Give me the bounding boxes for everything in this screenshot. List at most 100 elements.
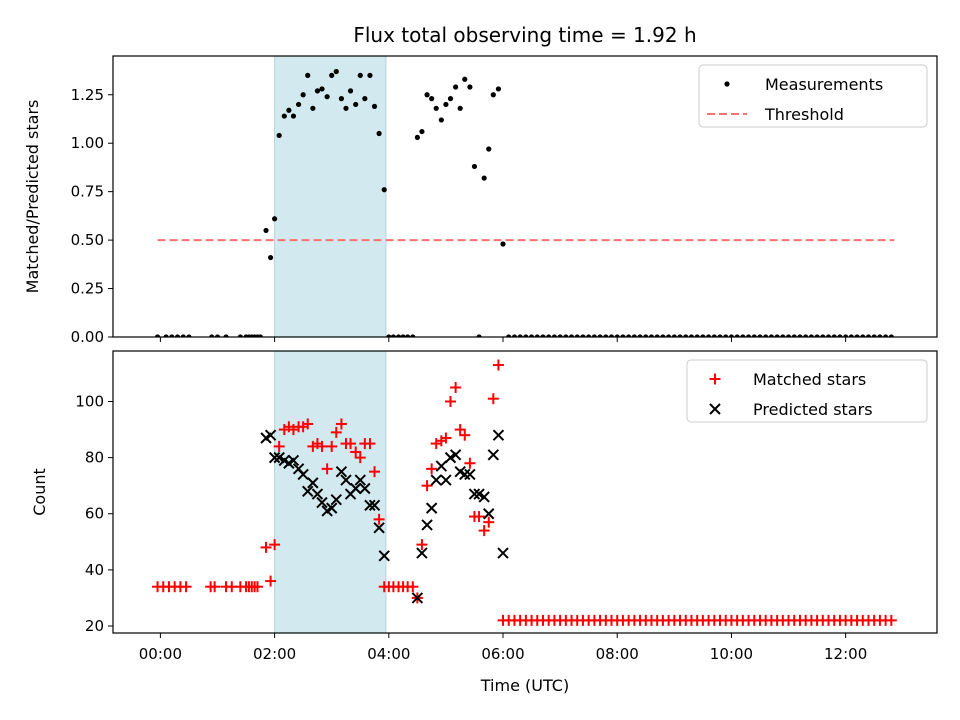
measurement-point [290,113,297,119]
measurement-point [333,68,339,75]
measurement-point [457,105,463,111]
predicted-stars-marker-b [421,519,433,531]
predicted-stars-marker-b [335,465,348,478]
x-tick-label: 08:00 [596,645,639,663]
y-tick-label: 80 [85,449,104,467]
predicted-stars-marker-b [325,502,338,514]
measurement-point [551,334,558,337]
measurement-point [506,334,512,337]
measurement-point [568,334,575,337]
predicted-stars-marker-b [264,429,277,441]
x-tick-label: 00:00 [139,645,182,663]
predicted-stars-marker-b [440,474,452,486]
measurement-point [500,241,506,247]
predicted-stars-marker-b [478,491,490,503]
y-tick-label: 100 [75,393,104,411]
measurement-point [854,334,860,337]
predicted-stars-marker-b [430,474,442,486]
measurement-point [848,334,854,337]
measurement-point [154,334,161,337]
measurement-point [803,334,809,337]
axes-frame [112,350,938,634]
plot-area [154,68,895,337]
measurement-point [808,334,814,337]
predicted-stars-marker-b [454,465,466,478]
predicted-stars-marker-b [425,502,438,514]
measurement-point [362,96,368,102]
measurement-point [763,334,769,337]
predicted-stars-marker-b [359,482,371,495]
predicted-stars-marker-b [368,499,381,512]
measurement-point [305,72,311,78]
measurement-point [443,101,449,108]
chart-title: Flux total observing time = 1.92 h [353,23,696,47]
measurement-point [257,334,263,337]
predicted-stars-marker-b [468,488,481,500]
measurement-point [717,334,723,337]
measurement-point [186,334,192,337]
measurement-point [814,334,820,337]
measurement-ratio-panel: 0.00 0.25 0.50 0.75 1.00 1.25 Matched/Predicte… [23,55,938,346]
measurement-point [319,86,325,92]
measurement-point [637,334,643,337]
measurement-point [711,334,717,337]
measurement-point [338,96,345,102]
predicted-stars-marker-b [411,592,424,604]
measurement-point [591,334,597,337]
y-axis-label: Count [30,468,49,516]
measurement-point [433,105,439,111]
measurement-point [429,96,435,102]
predicted-stars-marker-b [416,547,428,559]
measurement-point [371,103,378,109]
measurement-point [310,105,316,111]
measurement-point [654,334,660,337]
measurement-point [705,334,712,337]
measurement-point [462,76,468,82]
measurement-point [597,334,603,337]
predicted-stars-marker-b [307,477,319,489]
measurement-point [386,334,392,337]
measurement-point [381,187,387,193]
measurement-point [626,334,632,337]
y-tick-label: 1.25 [71,86,104,104]
measurement-point [476,334,482,337]
measurement-point [467,84,473,90]
measurement-point [574,334,580,337]
measurement-point [831,334,837,337]
measurement-point [329,72,335,78]
predicted-stars-marker-b [268,451,281,464]
measurement-point [563,334,569,337]
predicted-stars-marker-b [330,494,342,506]
x-tick-label: 06:00 [481,645,524,663]
measurement-point [780,334,786,337]
measurement-point [603,334,609,337]
observing-window-span [274,55,387,338]
predicted-stars-marker-b [487,449,500,461]
measurement-point [820,334,826,337]
measurement-point [877,334,883,337]
measurement-point [797,334,803,337]
predicted-stars-marker-b [449,449,462,461]
measurement-point [414,134,420,140]
predicted-stars-marker-b [364,499,376,512]
legend-label: Threshold [764,105,844,124]
measurement-point [223,334,229,337]
legend-box [698,64,928,128]
predicted-stars-marker-b [340,474,352,486]
measurement-point [263,227,269,234]
measurement-point [757,334,763,337]
measurement-point [837,334,843,337]
y-tick-label: 20 [85,617,104,635]
measurement-point [169,334,175,337]
measurement-point [580,334,586,337]
measurement-point [534,334,540,337]
measurement-point [180,334,186,337]
measurement-point [495,86,502,92]
measurement-point [843,334,849,337]
legend-measurements-marker [724,81,730,87]
measurement-point [324,94,330,100]
measurement-point [557,334,563,337]
measurement-point [314,88,321,94]
measurement-point [376,130,382,137]
measurement-point [517,334,523,337]
